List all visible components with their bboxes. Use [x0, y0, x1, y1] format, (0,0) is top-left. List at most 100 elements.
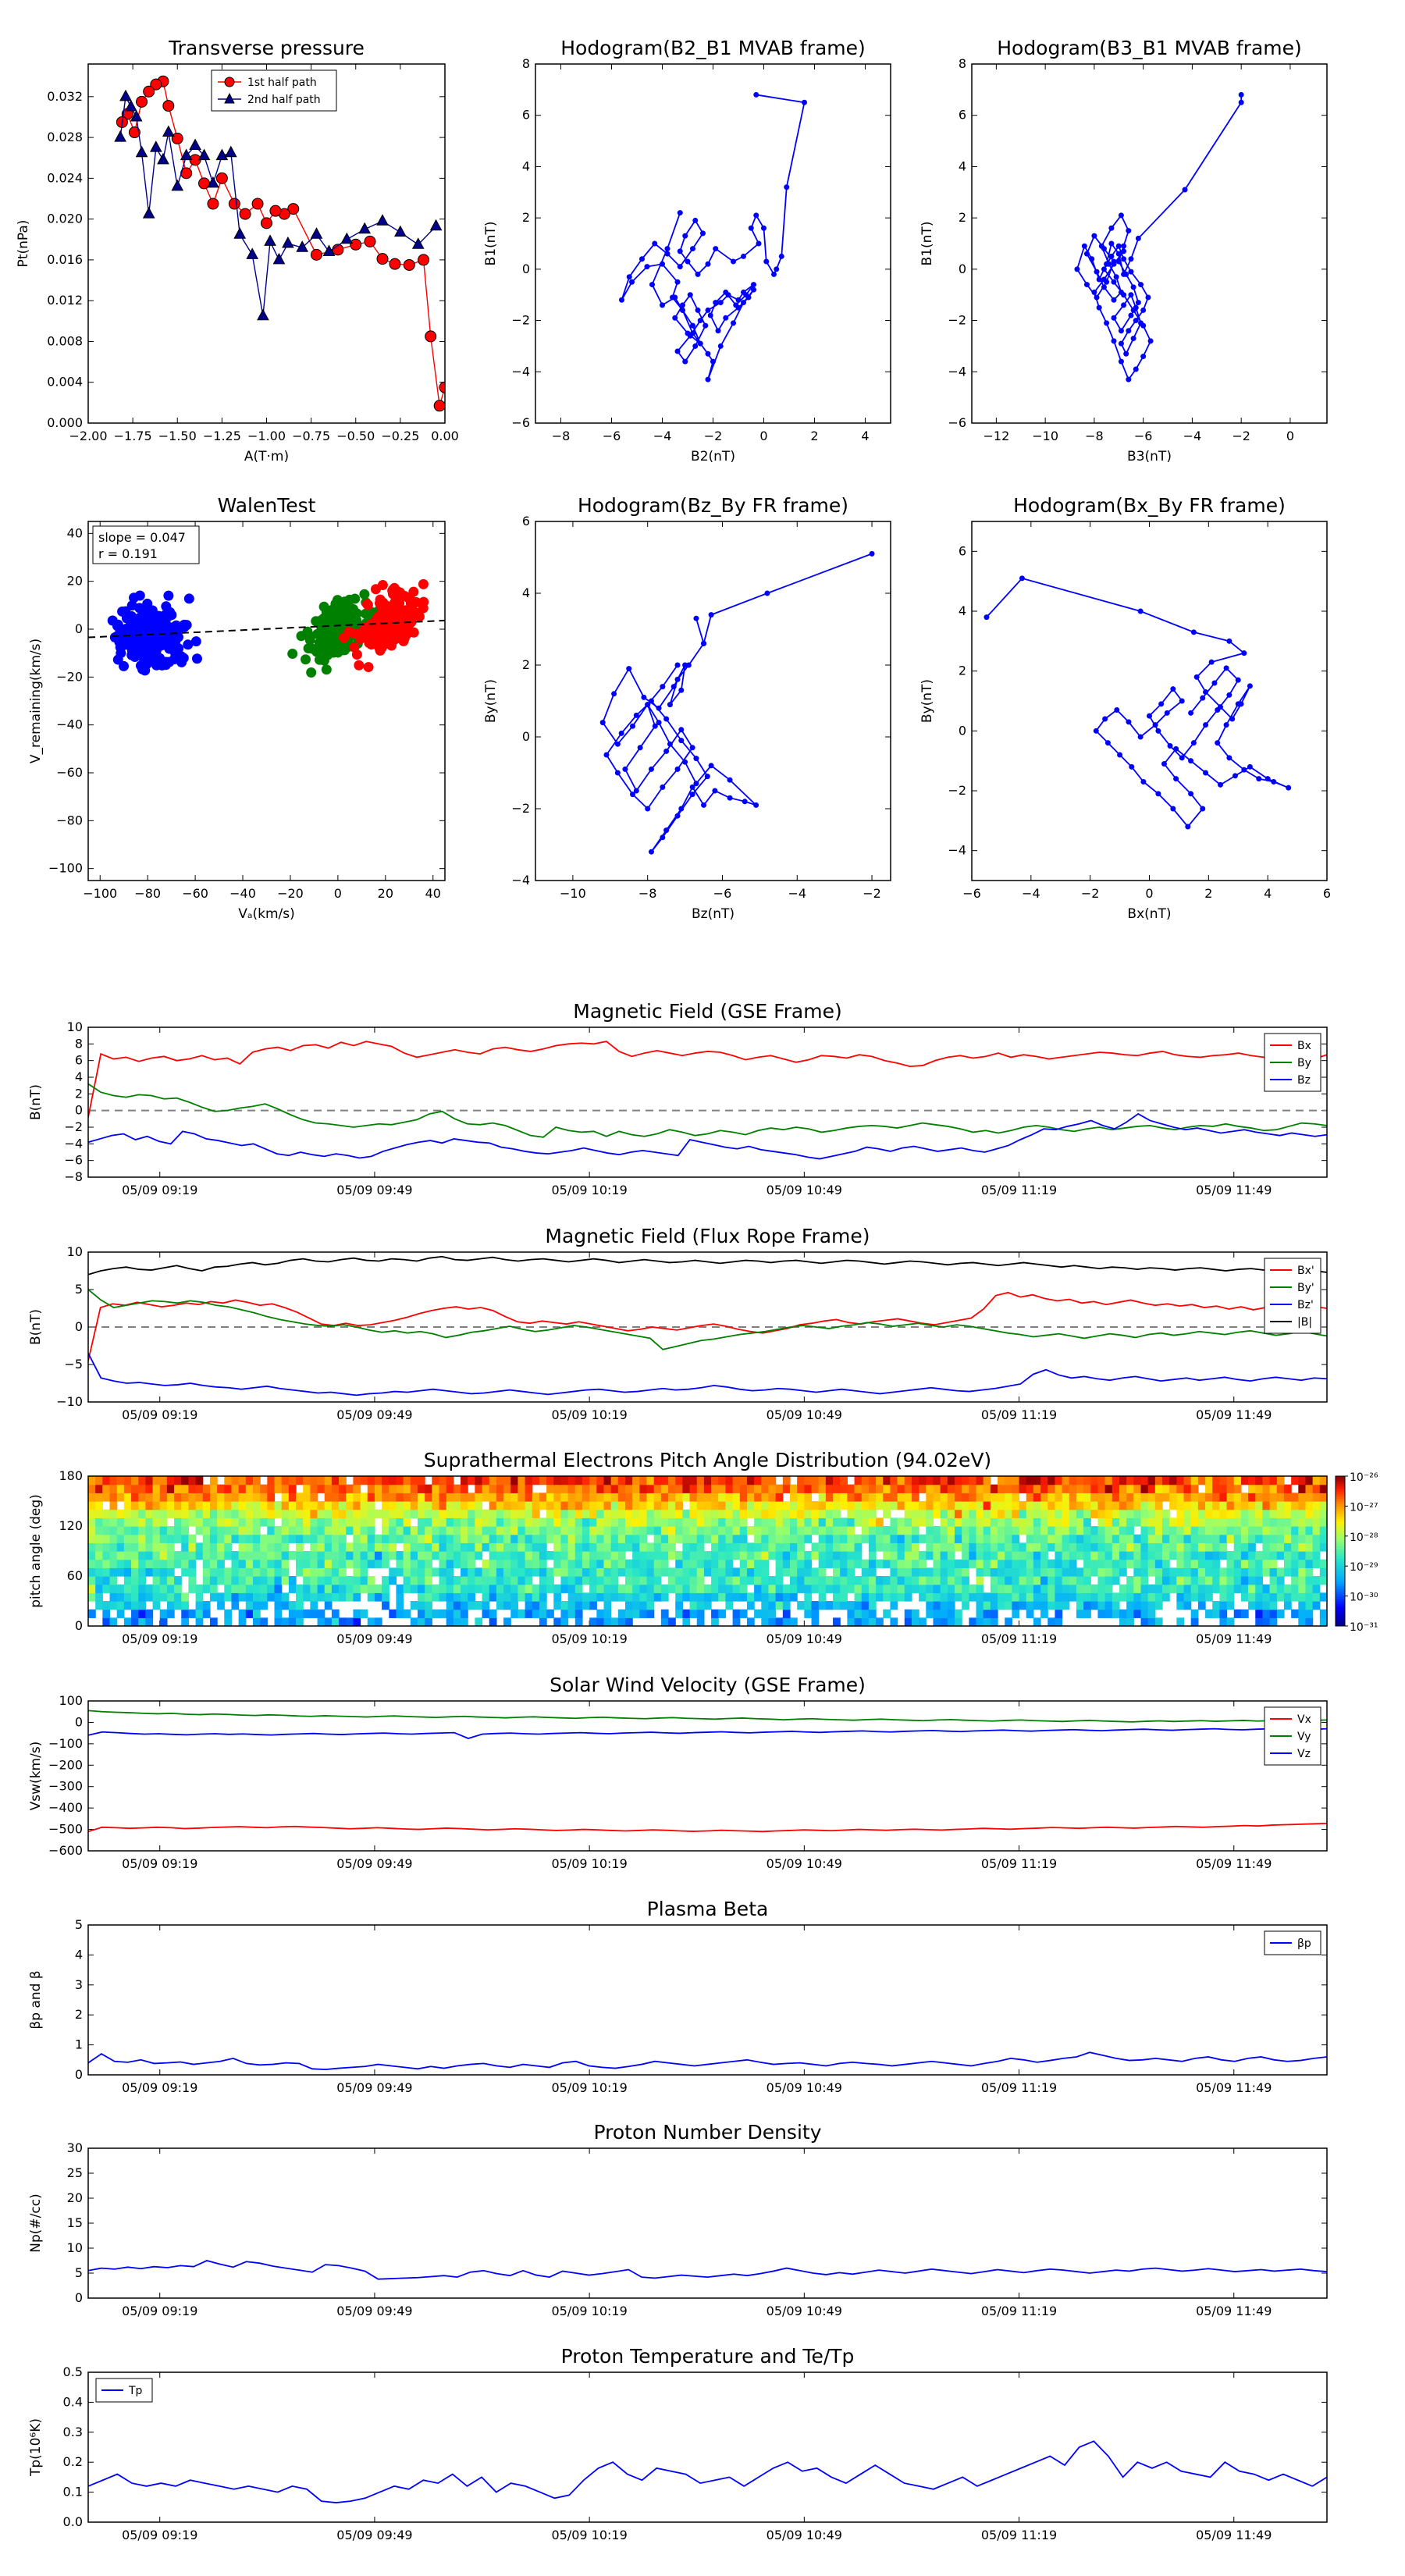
heatmap-cell — [1133, 1484, 1142, 1493]
heatmap-cell — [432, 1484, 440, 1493]
heatmap-cell — [596, 1551, 605, 1560]
heatmap-cell — [489, 1501, 497, 1510]
heatmap-cell — [403, 1609, 411, 1618]
heatmap-cell — [425, 1576, 432, 1585]
heatmap-cell — [1226, 1584, 1235, 1593]
heatmap-cell — [1190, 1584, 1199, 1593]
heatmap-cell — [739, 1501, 748, 1510]
heatmap-cell — [310, 1526, 318, 1535]
walen-point — [332, 595, 343, 606]
heatmap-cell — [432, 1517, 440, 1527]
heatmap-cell — [553, 1601, 562, 1610]
heatmap-cell — [1119, 1592, 1127, 1602]
heatmap-cell — [131, 1609, 139, 1618]
heatmap-cell — [883, 1501, 891, 1510]
heatmap-cell — [646, 1509, 655, 1518]
heatmap-cell — [890, 1517, 898, 1527]
heatmap-cell — [560, 1484, 569, 1493]
heatmap-cell — [1162, 1493, 1170, 1502]
panel-title: Proton Temperature and Te/Tp — [561, 2345, 855, 2368]
heatmap-cell — [639, 1559, 648, 1568]
heatmap-cell — [417, 1509, 425, 1518]
panel-title: Hodogram(B3_B1 MVAB frame) — [997, 37, 1302, 59]
heatmap-cell — [1033, 1559, 1041, 1568]
heatmap-cell — [396, 1584, 404, 1593]
heatmap-cell — [1055, 1567, 1063, 1577]
heatmap-cell — [1212, 1526, 1220, 1535]
heatmap-cell — [231, 1517, 240, 1527]
heatmap-cell — [1097, 1476, 1106, 1485]
heatmap-cell — [732, 1501, 741, 1510]
heatmap-cell — [574, 1542, 583, 1552]
heatmap-cell — [947, 1476, 955, 1485]
heatmap-cell — [1104, 1584, 1113, 1593]
heatmap-cell — [1112, 1493, 1120, 1502]
heatmap-cell — [496, 1517, 504, 1527]
plot-area — [88, 2440, 1327, 2503]
heatmap-cell — [617, 1534, 626, 1543]
heatmap-cell — [1090, 1493, 1099, 1502]
heatmap-cell — [1083, 1501, 1091, 1510]
heatmap-cell — [310, 1601, 318, 1610]
heatmap-cell — [775, 1493, 784, 1502]
heatmap-cell — [288, 1551, 297, 1560]
x-tick-label: 05/09 09:49 — [336, 1631, 412, 1646]
heatmap-cell — [1240, 1493, 1249, 1502]
heatmap-cell — [883, 1534, 891, 1543]
heatmap-cell — [574, 1576, 583, 1585]
hodogram-point — [1108, 253, 1115, 259]
hodogram-point — [1140, 322, 1147, 329]
heatmap-cell — [238, 1509, 247, 1518]
heatmap-cell — [353, 1476, 361, 1485]
heatmap-cell — [539, 1609, 547, 1618]
data-point — [114, 130, 126, 142]
heatmap-cell — [761, 1601, 770, 1610]
heatmap-cell — [152, 1542, 161, 1552]
x-tick-label: 05/09 09:49 — [336, 2080, 412, 2095]
heatmap-cell — [854, 1542, 863, 1552]
axes-frame — [87, 521, 446, 881]
heatmap-cell — [245, 1534, 254, 1543]
heatmap-cell — [317, 1567, 325, 1577]
panel-transverse_pressure: Transverse pressure0.0000.0040.0080.0120… — [16, 37, 459, 464]
heatmap-cell — [567, 1517, 576, 1527]
heatmap-cell — [718, 1493, 727, 1502]
heatmap-cell — [646, 1551, 655, 1560]
heatmap-cell — [1298, 1517, 1307, 1527]
heatmap-cell — [560, 1493, 569, 1502]
heatmap-cell — [610, 1542, 619, 1552]
plot-area — [88, 1255, 1327, 1397]
heatmap-cell — [732, 1617, 741, 1626]
heatmap-cell — [131, 1542, 139, 1552]
heatmap-cell — [245, 1501, 254, 1510]
series-line-βp — [88, 2051, 1327, 2070]
heatmap-cell — [775, 1551, 784, 1560]
heatmap-cell — [782, 1584, 791, 1593]
heatmap-cell — [159, 1501, 168, 1510]
heatmap-cell — [1283, 1484, 1292, 1493]
heatmap-cell — [804, 1559, 813, 1568]
heatmap-cell — [754, 1559, 762, 1568]
heatmap-cell — [883, 1484, 891, 1493]
heatmap-cell — [252, 1493, 261, 1502]
heatmap-cell — [95, 1551, 103, 1560]
heatmap-cell — [617, 1551, 626, 1560]
heatmap-cell — [725, 1542, 734, 1552]
hodogram-point — [1241, 767, 1247, 773]
heatmap-cell — [252, 1601, 261, 1610]
heatmap-cell — [88, 1517, 96, 1527]
heatmap-cell — [539, 1601, 547, 1610]
hodogram-point — [1118, 340, 1124, 347]
heatmap-cell — [1276, 1476, 1285, 1485]
heatmap-cell — [152, 1559, 161, 1568]
heatmap-cell — [1162, 1476, 1170, 1485]
panel-title: Plasma Beta — [647, 1898, 769, 1920]
heatmap-cell — [782, 1551, 791, 1560]
x-tick-label: 0.00 — [431, 429, 459, 443]
heatmap-cell — [1112, 1476, 1120, 1485]
heatmap-cell — [1262, 1526, 1271, 1535]
heatmap-cell — [1005, 1484, 1012, 1493]
heatmap-cell — [1298, 1592, 1307, 1602]
heatmap-cell — [847, 1484, 855, 1493]
heatmap-cell — [675, 1526, 683, 1535]
